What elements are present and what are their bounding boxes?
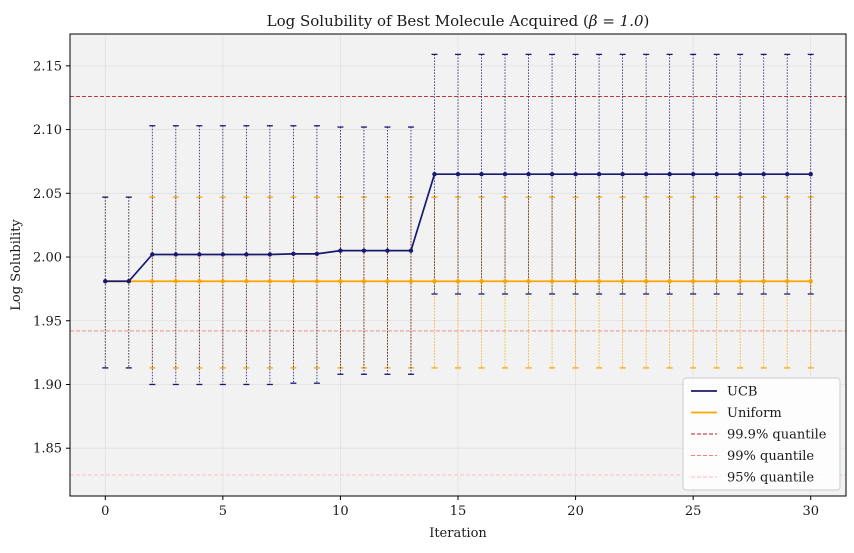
x-tick-label: 5 [219,504,227,519]
data-point [197,252,202,257]
chart-title: Log Solubility of Best Molecule Acquired… [267,12,650,30]
data-point [596,171,602,177]
data-point [714,171,719,177]
x-tick-label: 20 [567,504,584,519]
data-point [761,171,766,177]
x-tick-label: 25 [685,504,702,519]
data-point [244,252,249,257]
data-point [549,171,555,177]
y-tick-label: 1.85 [33,442,62,457]
chart-title-close: ) [644,12,650,30]
data-point [667,171,672,177]
legend-label: UCB [727,385,757,400]
data-point [103,279,108,284]
x-tick-label: 15 [450,504,467,519]
data-point [785,279,790,284]
y-tick-label: 1.90 [33,378,62,393]
data-point [620,171,625,177]
data-point [573,279,578,284]
data-point [620,279,625,284]
data-point [267,252,273,257]
data-point [220,252,226,257]
y-tick-label: 2.10 [33,123,62,138]
data-point [714,279,719,284]
data-point [526,171,531,177]
data-point [479,171,484,177]
legend-label: 99% quantile [727,449,814,464]
data-point [573,171,578,177]
legend-label: Uniform [727,406,782,421]
data-point [408,279,414,284]
data-point [596,279,602,284]
y-tick-label: 2.05 [33,187,62,202]
data-point [385,279,390,284]
data-point [244,279,249,284]
y-axis-label: Log Solubility [9,219,24,311]
y-tick-label: 2.00 [33,251,62,266]
data-point [126,279,131,284]
data-point [314,251,320,257]
x-tick-label: 10 [332,504,349,519]
y-tick-label: 2.15 [33,59,62,74]
legend-label: 99.9% quantile [727,428,827,443]
data-point [267,279,273,284]
data-point [197,279,202,284]
data-point [667,279,672,284]
data-point [361,279,367,284]
data-point [502,279,508,284]
chart-title-text: Log Solubility of Best Molecule Acquired… [267,12,589,30]
data-point [338,248,343,253]
data-point [361,248,367,253]
data-point [502,171,508,177]
data-point [220,279,226,284]
data-point [150,279,155,284]
data-point [455,279,461,284]
data-point [432,171,437,177]
data-point [785,171,790,177]
data-point [173,279,179,284]
data-point [737,279,743,284]
data-point [690,171,696,177]
data-point [455,171,461,177]
x-axis-label: Iteration [429,526,487,541]
data-point [690,279,696,284]
data-point [291,279,296,284]
data-point [761,279,766,284]
chart-title-beta: β = 1.0 [588,12,644,30]
plot-area: 0 5 10 15 20 25 30 1.85 1.90 1.95 2.00 2.05 2.10 2.15 [33,33,847,519]
x-tick-label: 30 [802,504,819,519]
x-tick-label: 0 [101,504,109,519]
data-point [150,252,155,257]
data-point [737,171,743,177]
legend-label: 95% quantile [727,471,814,486]
legend: UCB Uniform 99.9% quantile 99% quantile 95% … [682,377,841,491]
data-point [432,279,437,284]
data-point [808,171,813,177]
data-point [408,248,414,253]
data-point [173,252,179,257]
data-point [479,279,484,284]
data-point [808,279,813,284]
y-tick-label: 1.95 [33,314,62,329]
legend-box [682,377,841,491]
data-point [526,279,531,284]
data-point [291,251,296,257]
data-point [338,279,343,284]
data-point [643,279,649,284]
data-point [643,171,649,177]
data-point [314,279,320,284]
data-point [385,248,390,253]
data-point [549,279,555,284]
